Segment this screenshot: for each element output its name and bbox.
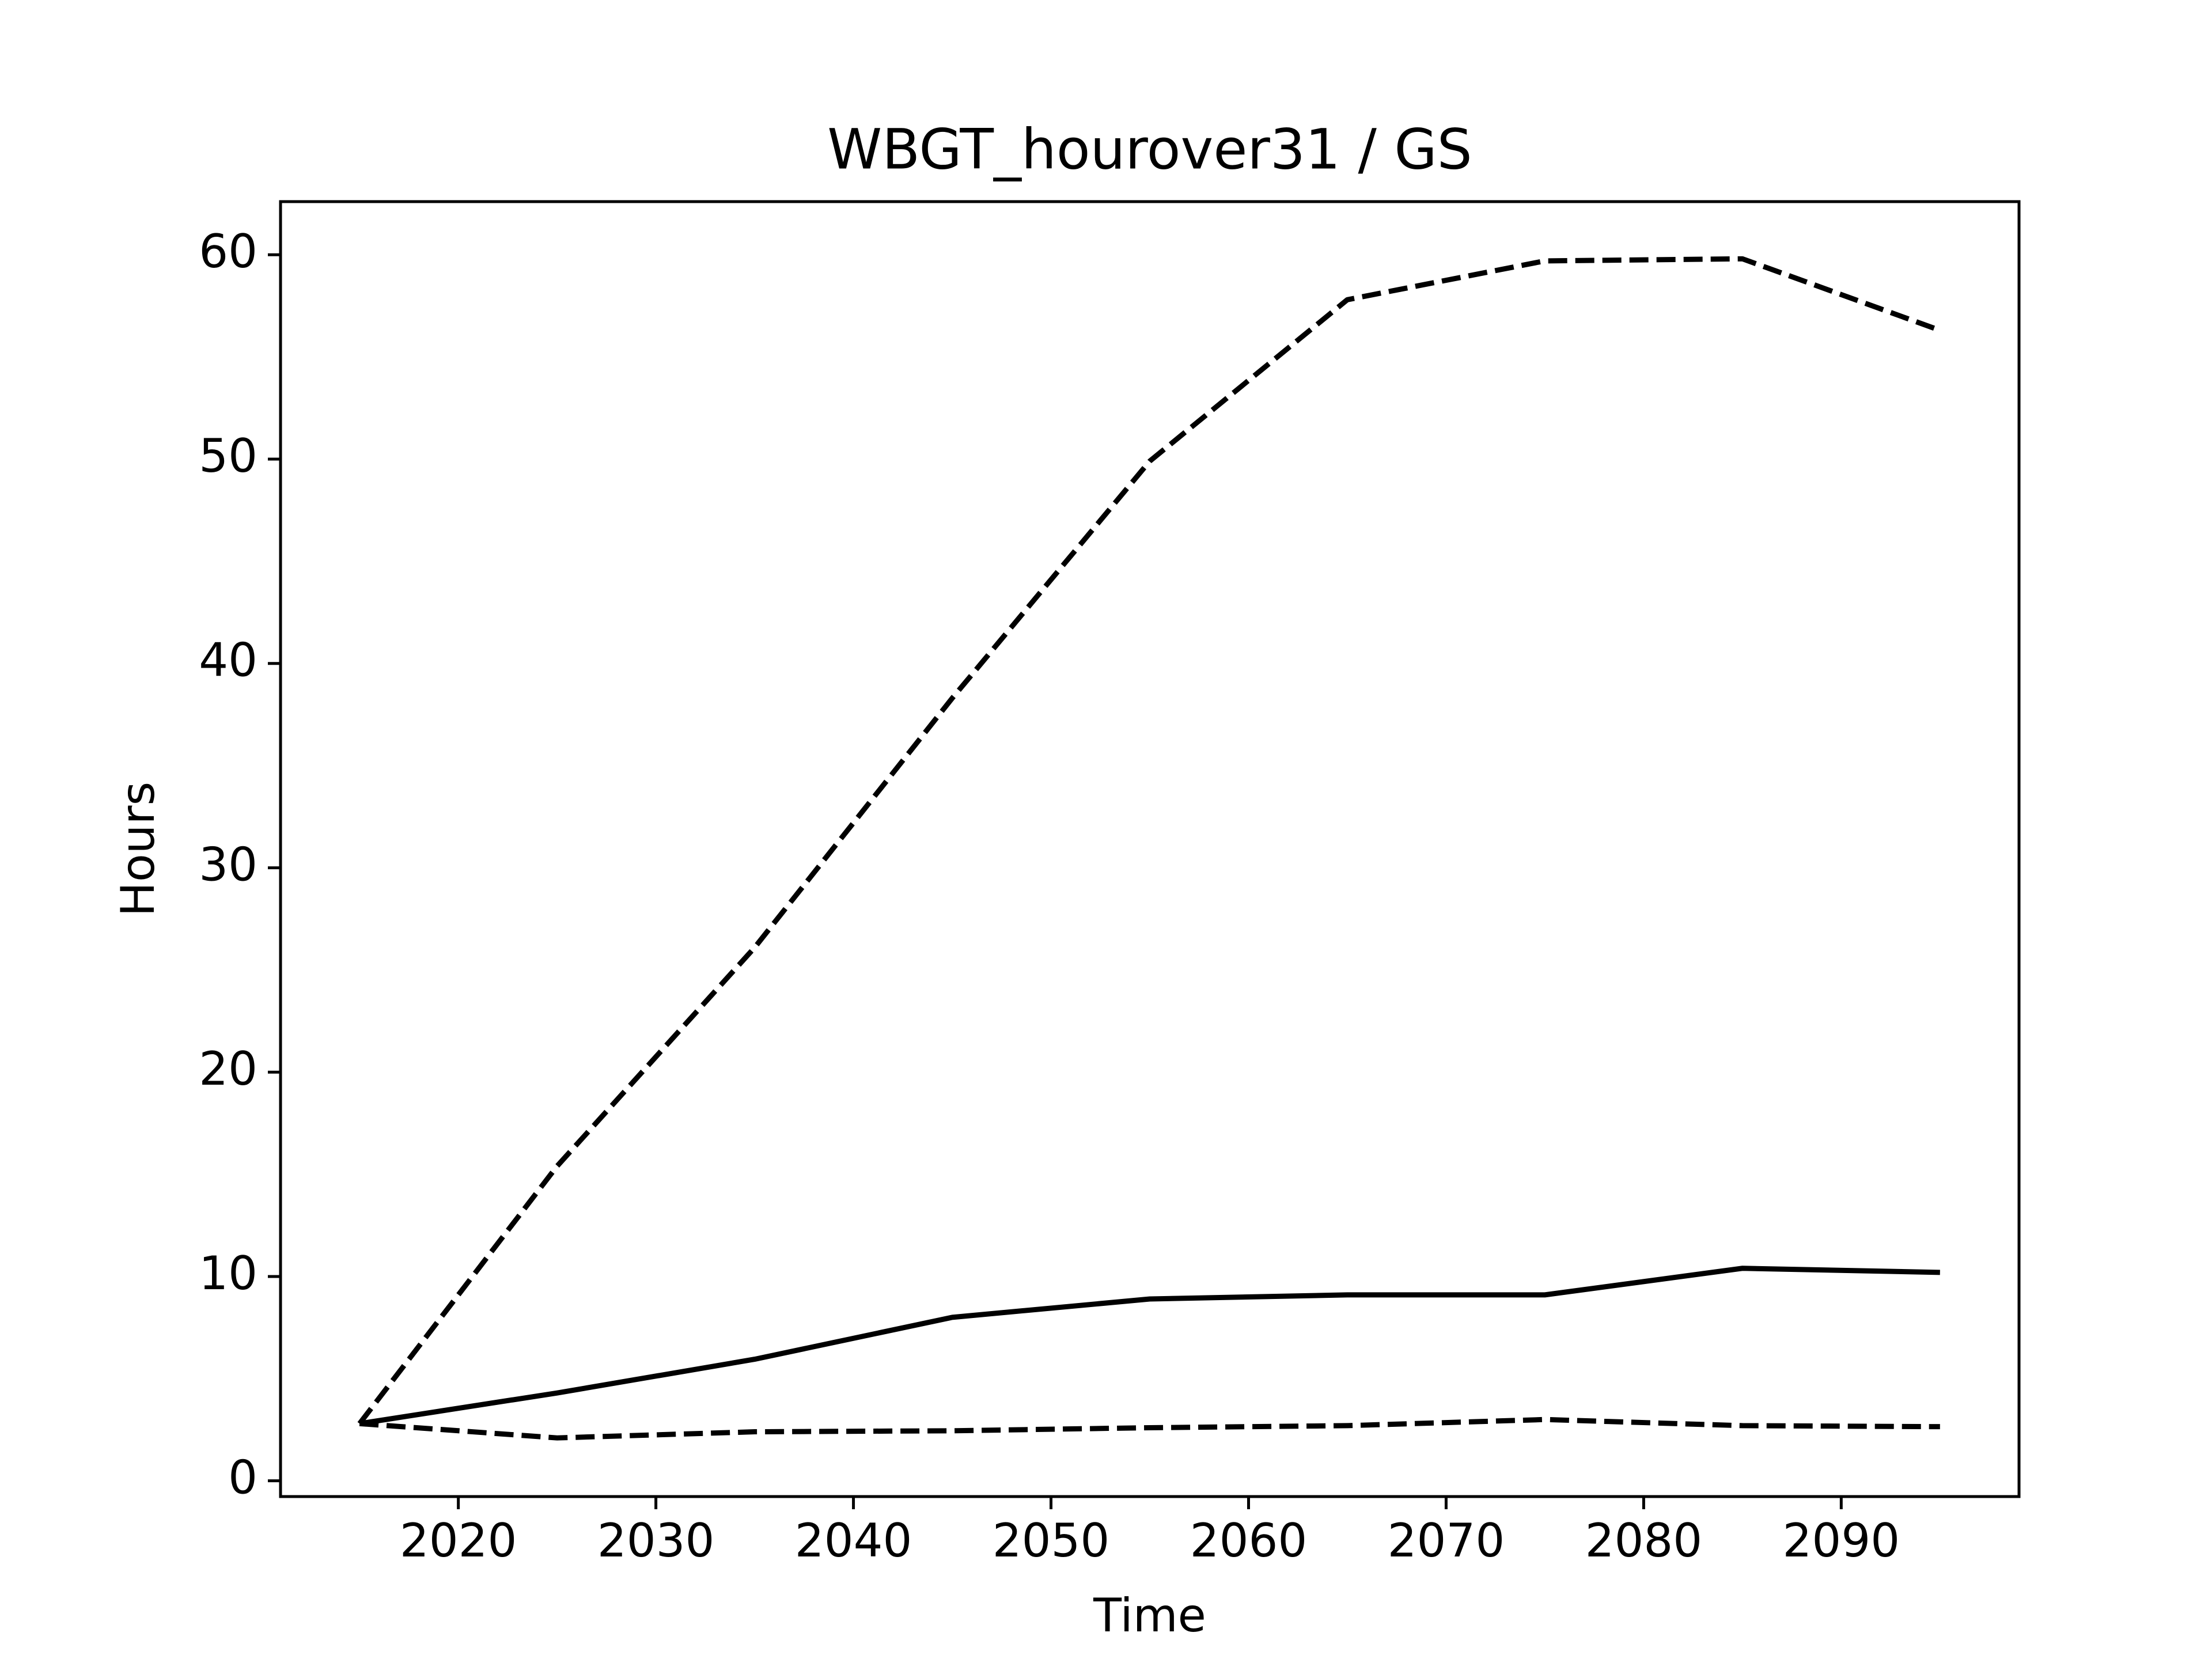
y-tick-label: 50 [199,429,257,483]
y-tick-label: 10 [199,1247,257,1300]
y-tick-label: 40 [199,634,257,687]
chart-title: WBGT_hourover31 / GS [827,117,1472,181]
y-tick-label: 20 [199,1042,257,1096]
x-tick-label: 2070 [1388,1514,1505,1567]
x-tick-label: 2060 [1190,1514,1308,1567]
line-series [357,256,1941,1426]
y-tick-label: 60 [199,225,257,278]
x-tick-label: 2040 [795,1514,912,1567]
y-tick-label: 0 [228,1451,257,1505]
line-series [359,1266,1940,1426]
y-tick-label: 30 [199,838,257,891]
x-tick-label: 2030 [597,1514,715,1567]
x-axis-label: Time [1093,1589,1206,1642]
y-axis-label: Hours [111,782,165,916]
x-tick-label: 2050 [993,1514,1110,1567]
x-tick-label: 2020 [400,1514,517,1567]
plot-frame [279,200,2021,1498]
line-series [359,1416,1940,1441]
x-tick-label: 2090 [1783,1514,1900,1567]
x-tick-label: 2080 [1585,1514,1703,1567]
